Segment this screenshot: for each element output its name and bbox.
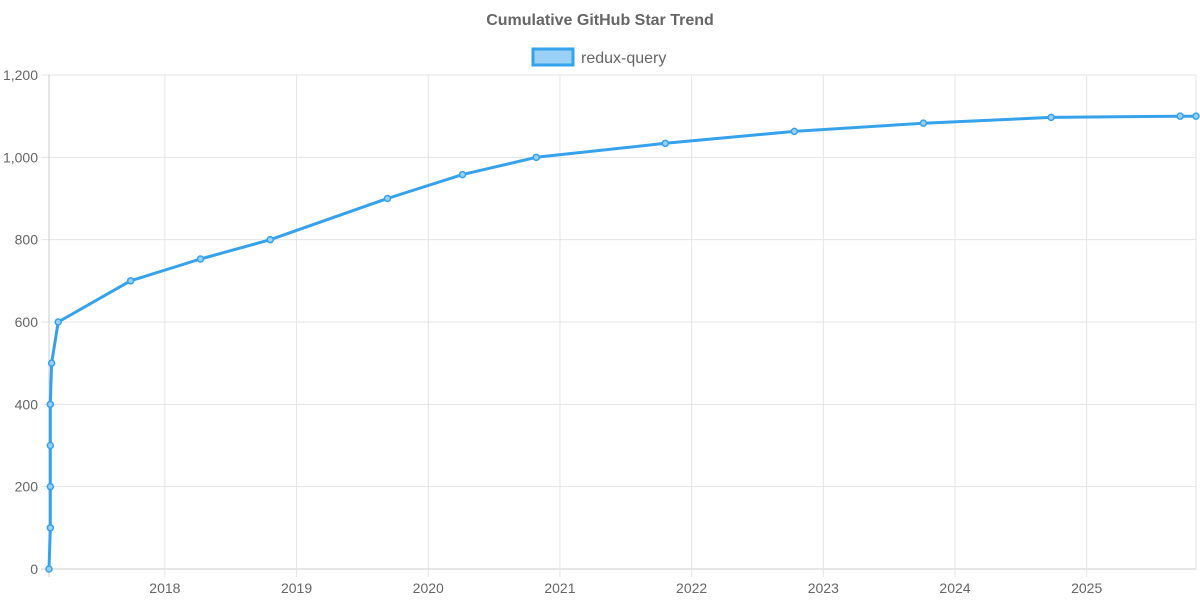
data-point[interactable] <box>532 153 540 162</box>
x-tick-label: 2021 <box>544 580 575 596</box>
data-point[interactable] <box>47 359 56 367</box>
data-point[interactable] <box>126 277 135 285</box>
data-point[interactable] <box>1047 113 1055 122</box>
x-tick-label: 2024 <box>939 580 970 596</box>
legend-swatch <box>531 47 575 67</box>
legend-label: redux-query <box>581 50 666 67</box>
x-tick-label: 2023 <box>808 580 839 596</box>
y-tick-label: 200 <box>15 479 39 495</box>
data-point[interactable] <box>46 400 55 409</box>
y-tick-label: 0 <box>30 561 38 577</box>
data-point[interactable] <box>383 194 392 203</box>
x-tick-label: 2025 <box>1071 580 1102 596</box>
x-tick-label: 2019 <box>281 580 312 596</box>
y-tick-label: 600 <box>15 314 39 330</box>
chart-title: Cumulative GitHub Star Trend <box>486 12 714 29</box>
y-tick-label: 1,000 <box>3 149 38 165</box>
data-point[interactable] <box>919 119 928 127</box>
x-tick-label: 2022 <box>676 580 707 596</box>
y-tick-label: 400 <box>15 396 39 412</box>
data-point[interactable] <box>46 524 55 532</box>
data-point[interactable] <box>45 565 53 573</box>
data-point[interactable] <box>46 441 55 450</box>
data-point[interactable] <box>1176 112 1184 120</box>
data-point[interactable] <box>458 170 467 179</box>
y-tick-label: 800 <box>15 232 39 248</box>
data-point[interactable] <box>266 235 274 244</box>
y-tick-label: 1,200 <box>3 67 38 83</box>
data-point[interactable] <box>661 139 670 148</box>
data-point[interactable] <box>196 255 205 263</box>
x-tick-label: 2020 <box>413 580 444 596</box>
data-point[interactable] <box>790 127 799 136</box>
legend[interactable]: redux-query <box>531 47 666 67</box>
series-line <box>47 114 1196 570</box>
x-tick-label: 2018 <box>149 580 180 596</box>
data-point[interactable] <box>1192 112 1200 120</box>
data-point[interactable] <box>54 318 62 326</box>
data-point[interactable] <box>46 482 55 491</box>
